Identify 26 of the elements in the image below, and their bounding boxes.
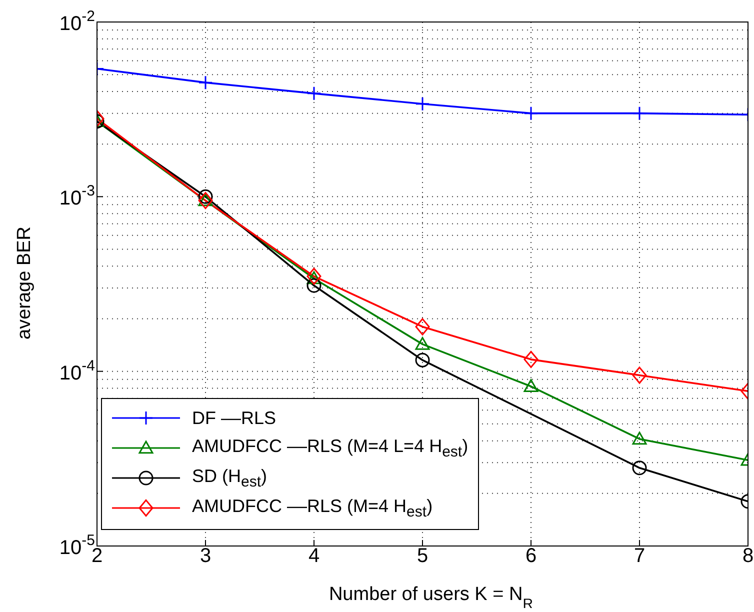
x-tick-label: 6 — [525, 545, 537, 567]
y-axis-title: average BER — [14, 226, 35, 340]
point — [524, 379, 538, 392]
x-tick-label: 8 — [742, 545, 754, 567]
point — [306, 86, 322, 101]
x-tick-label: 5 — [416, 545, 428, 567]
point — [524, 350, 538, 368]
point — [415, 96, 430, 112]
point — [306, 268, 322, 285]
y-tick-label: 10$^{-3}$ — [59, 182, 95, 210]
x-tick-label: 4 — [308, 545, 320, 567]
point — [524, 106, 538, 121]
y-tick-label: 10$^{-2}$ — [59, 8, 95, 35]
point — [415, 352, 430, 368]
legend-label: AMUDFCC ––RLS (M=4 L=4 H$_{est}$) — [192, 436, 468, 460]
y-tick-label: 10$^{-4}$ — [59, 357, 95, 384]
x-tick-label: 2 — [91, 545, 103, 567]
x-tick-label: 7 — [634, 545, 646, 567]
legend-label: SD (H$_{est}$) — [192, 466, 268, 490]
legend-label: AMUDFCC ––RLS (M=4 H$_{est}$) — [192, 496, 433, 520]
legend-label: DF ––RLS — [192, 408, 276, 428]
point — [306, 278, 322, 293]
point — [415, 336, 430, 350]
x-tick-label: 3 — [200, 545, 212, 567]
point — [306, 271, 322, 284]
point — [415, 318, 430, 336]
